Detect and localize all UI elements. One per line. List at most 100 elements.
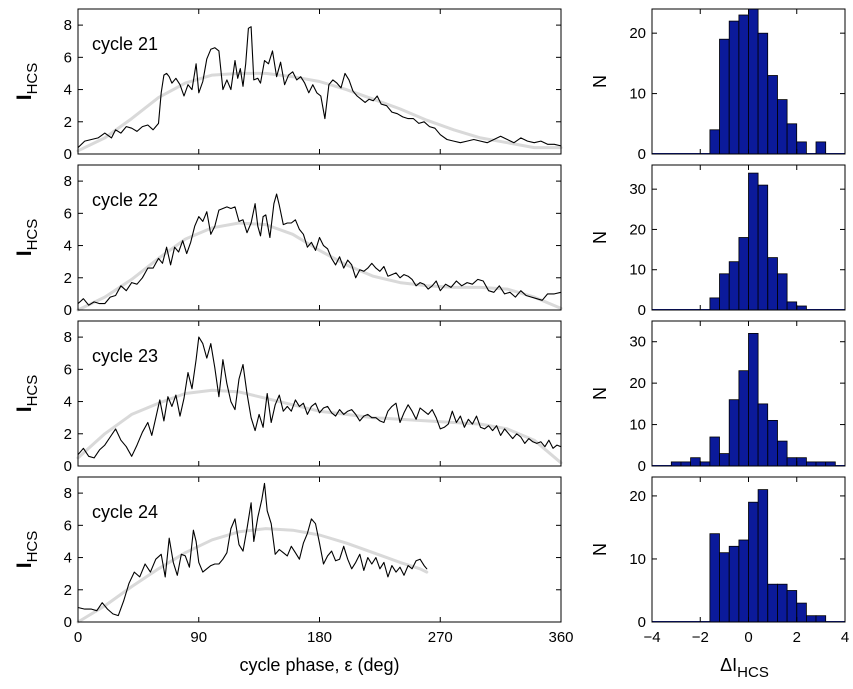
y-tick-label: 10 xyxy=(629,417,646,434)
x-tick-label: 270 xyxy=(428,629,453,646)
y-tick-label: 6 xyxy=(64,517,72,534)
histogram-bar xyxy=(767,75,778,155)
histogram-bar xyxy=(719,38,730,155)
histogram-bar xyxy=(806,615,817,623)
histogram-bar xyxy=(806,461,817,467)
smooth-fit-line xyxy=(76,221,563,312)
y-tick-label: 8 xyxy=(64,485,72,502)
y-tick-label: 30 xyxy=(629,181,646,198)
y-axis-label: N xyxy=(590,75,610,88)
x-axis-label: cycle phase, ε (deg) xyxy=(239,655,399,675)
histogram-bar xyxy=(709,297,720,311)
y-axis-label: IHCS xyxy=(13,531,41,569)
y-tick-label: 2 xyxy=(64,270,72,287)
histogram-bar xyxy=(728,20,740,155)
histogram-bar xyxy=(699,461,711,467)
histogram-bar xyxy=(748,332,759,467)
histogram-bar xyxy=(796,602,807,623)
data-line xyxy=(77,193,562,306)
y-tick-label: 20 xyxy=(629,25,646,42)
x-tick-label: 360 xyxy=(548,629,573,646)
y-axis-label-main: I xyxy=(13,94,36,100)
histogram-bar xyxy=(777,440,788,467)
histogram-panel-4: 0 10 20 −4 −2 0 2 4 N ΔIHCS xyxy=(590,476,849,681)
data-line xyxy=(77,26,562,149)
y-tick-label: 20 xyxy=(629,488,646,505)
y-tick-label: 6 xyxy=(64,361,72,378)
histogram-bar xyxy=(757,403,769,467)
y-tick-label: 20 xyxy=(629,375,646,392)
y-tick-label: 4 xyxy=(64,238,72,255)
y-axis-label-sub: HCS xyxy=(24,63,41,95)
y-tick-label: 6 xyxy=(64,49,72,66)
x-tick-label: 180 xyxy=(307,629,332,646)
line-panel-2: 0 2 4 6 8 cycle 22 IHCS xyxy=(13,164,563,319)
y-axis-label-sub: HCS xyxy=(24,375,41,407)
y-axis-label: IHCS xyxy=(13,375,41,413)
data-line xyxy=(77,336,562,459)
histogram-panel-2: 0 10 20 30 N xyxy=(590,164,846,319)
histogram-bar xyxy=(815,615,827,623)
y-tick-label: 4 xyxy=(64,550,72,567)
histogram-bar xyxy=(728,399,740,467)
histogram-bar xyxy=(825,461,836,467)
y-axis-label-main: I xyxy=(13,250,36,256)
y-tick-label: 0 xyxy=(64,146,72,163)
x-axis-label-sub: HCS xyxy=(737,664,769,681)
y-tick-label: 0 xyxy=(638,146,646,163)
y-tick-label: 8 xyxy=(64,17,72,34)
y-tick-label: 10 xyxy=(629,262,646,279)
y-tick-label: 2 xyxy=(64,426,72,443)
line-panel-3: 0 2 4 6 8 cycle 23 IHCS xyxy=(13,320,563,475)
histogram-bar xyxy=(786,457,798,467)
y-tick-label: 20 xyxy=(629,221,646,238)
y-tick-label: 0 xyxy=(64,614,72,631)
histogram-bar xyxy=(777,583,788,623)
data-line xyxy=(77,482,428,617)
histogram-bar xyxy=(670,461,682,467)
histogram-bar xyxy=(709,436,720,467)
histogram-bar xyxy=(786,590,798,623)
histogram-bar xyxy=(796,457,807,467)
y-axis-label-sub: HCS xyxy=(24,531,41,563)
histogram-bar xyxy=(748,501,759,623)
histogram-bar xyxy=(767,257,778,311)
histogram-bar xyxy=(738,370,749,467)
histogram-bar xyxy=(680,461,692,467)
y-tick-label: 10 xyxy=(629,551,646,568)
histogram-bar xyxy=(728,545,740,623)
y-axis-label-main: I xyxy=(13,562,36,568)
histogram-bar xyxy=(738,237,749,311)
histogram-panel-3: 0 10 20 30 N xyxy=(590,320,846,475)
y-tick-label: 0 xyxy=(64,302,72,319)
plot-frame xyxy=(77,320,562,467)
x-tick-label: 0 xyxy=(744,629,752,646)
x-tick-label: 2 xyxy=(793,629,801,646)
y-tick-label: 2 xyxy=(64,114,72,131)
histogram-bar xyxy=(719,453,730,467)
histogram-bar xyxy=(709,533,720,623)
smooth-fit-line xyxy=(76,388,563,465)
x-tick-label: 90 xyxy=(190,629,207,646)
histogram-bar xyxy=(757,184,769,311)
cycle-label: cycle 24 xyxy=(92,502,158,522)
y-axis-label: N xyxy=(590,387,610,400)
y-axis-label-main: I xyxy=(13,406,36,412)
line-panel-4: 0 2 4 6 8 0 90 180 270 360 cycle 24 IHCS cycle phase… xyxy=(13,476,574,675)
histogram-bar xyxy=(767,583,778,623)
histogram-bar xyxy=(786,301,798,311)
y-tick-label: 8 xyxy=(64,329,72,346)
histogram-bar xyxy=(757,32,769,155)
y-tick-label: 8 xyxy=(64,173,72,190)
x-tick-label: 0 xyxy=(74,629,82,646)
y-tick-label: 0 xyxy=(638,458,646,475)
y-axis-label: N xyxy=(590,231,610,244)
y-tick-label: 0 xyxy=(64,458,72,475)
y-axis-label: N xyxy=(590,543,610,556)
histogram-bar xyxy=(777,273,788,311)
y-tick-label: 0 xyxy=(638,614,646,631)
histogram-bar xyxy=(748,172,759,311)
y-axis-label-sub: HCS xyxy=(24,219,41,251)
y-tick-label: 4 xyxy=(64,394,72,411)
